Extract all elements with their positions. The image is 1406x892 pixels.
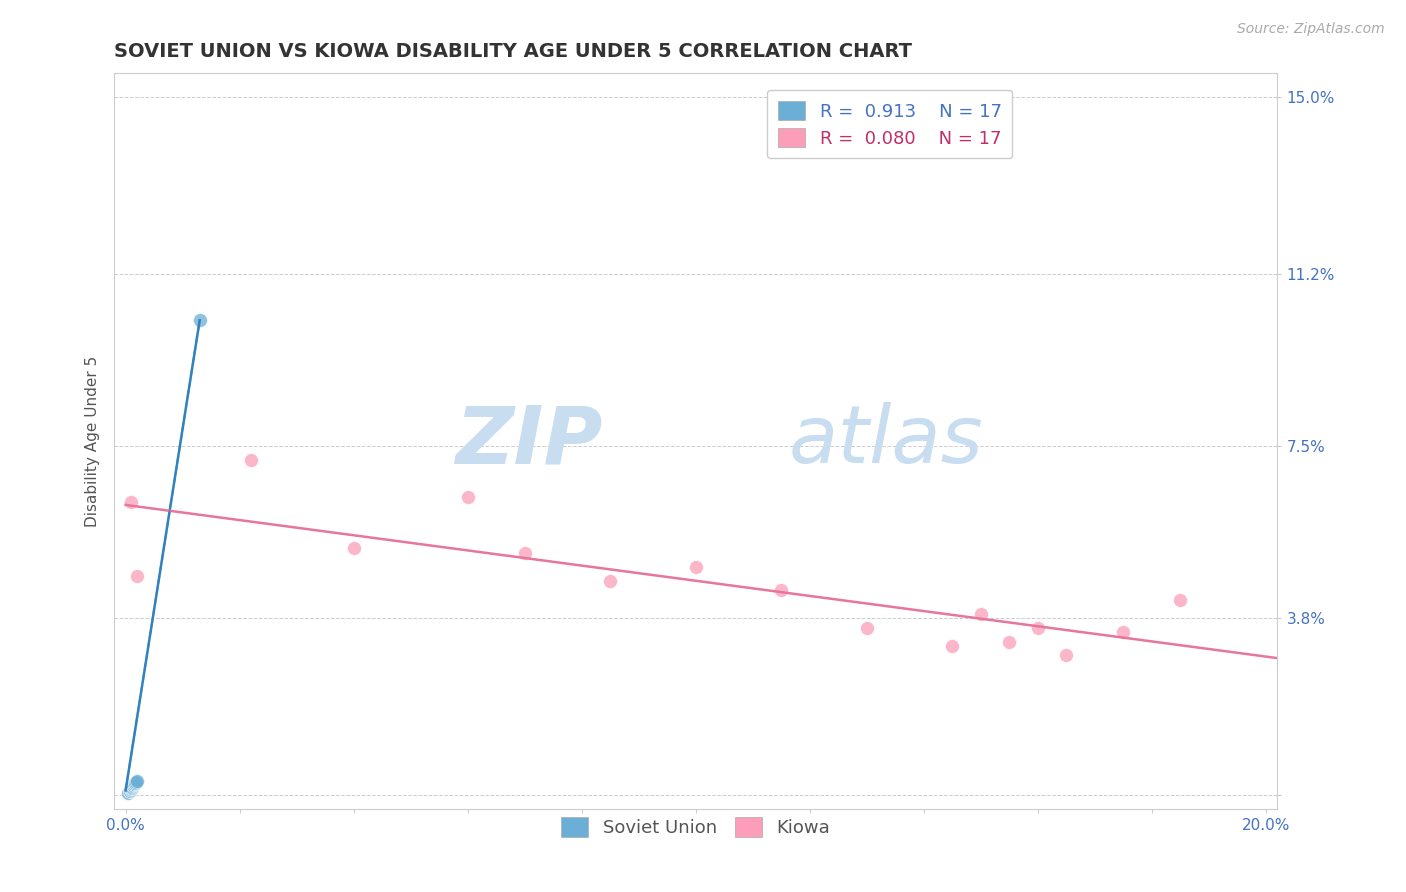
Text: Source: ZipAtlas.com: Source: ZipAtlas.com xyxy=(1237,22,1385,37)
Point xyxy=(117,786,139,800)
Point xyxy=(1170,592,1192,607)
Point xyxy=(120,495,142,509)
Point xyxy=(121,780,143,795)
Text: SOVIET UNION VS KIOWA DISABILITY AGE UNDER 5 CORRELATION CHART: SOVIET UNION VS KIOWA DISABILITY AGE UND… xyxy=(114,42,912,61)
Point xyxy=(122,777,145,791)
Text: ZIP: ZIP xyxy=(456,402,603,480)
Point xyxy=(121,780,143,794)
Text: atlas: atlas xyxy=(789,402,984,480)
Point xyxy=(122,776,145,790)
Point xyxy=(125,774,148,789)
Y-axis label: Disability Age Under 5: Disability Age Under 5 xyxy=(86,356,100,527)
Point xyxy=(120,781,142,796)
Point xyxy=(124,775,146,789)
Legend: Soviet Union, Kiowa: Soviet Union, Kiowa xyxy=(554,810,838,844)
Point xyxy=(120,782,142,797)
Point xyxy=(599,574,621,588)
Point xyxy=(513,546,536,560)
Point xyxy=(343,541,366,556)
Point xyxy=(240,453,263,467)
Point xyxy=(118,784,141,798)
Point xyxy=(1112,625,1135,640)
Point xyxy=(188,313,211,327)
Point xyxy=(120,782,142,797)
Point xyxy=(856,621,879,635)
Point xyxy=(125,569,148,583)
Point xyxy=(1026,621,1049,635)
Point xyxy=(970,607,993,621)
Point xyxy=(125,775,148,789)
Point xyxy=(770,583,793,598)
Point xyxy=(457,490,479,504)
Point xyxy=(122,778,145,792)
Point xyxy=(998,634,1021,648)
Point xyxy=(941,639,963,653)
Point xyxy=(685,560,707,574)
Point xyxy=(124,776,146,790)
Point xyxy=(122,779,145,793)
Point xyxy=(1054,648,1077,663)
Point xyxy=(120,783,142,797)
